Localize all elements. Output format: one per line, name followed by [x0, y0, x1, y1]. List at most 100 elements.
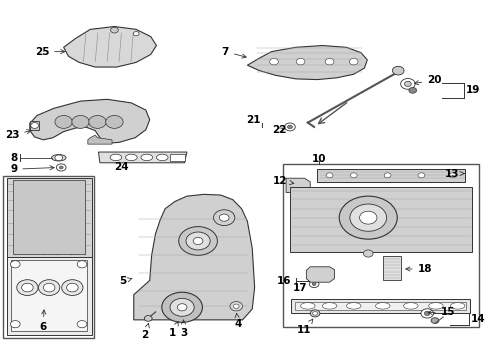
Polygon shape: [11, 260, 87, 331]
Text: 1: 1: [168, 321, 178, 338]
Circle shape: [233, 304, 239, 309]
Circle shape: [56, 164, 66, 171]
Circle shape: [309, 310, 319, 317]
Circle shape: [17, 280, 38, 296]
Circle shape: [417, 173, 424, 178]
Text: 17: 17: [293, 283, 307, 293]
Ellipse shape: [346, 303, 360, 309]
Circle shape: [170, 298, 194, 316]
Text: 16: 16: [276, 276, 290, 286]
Circle shape: [363, 250, 372, 257]
Text: 20: 20: [414, 75, 441, 85]
Ellipse shape: [110, 154, 122, 161]
Circle shape: [144, 316, 152, 321]
Text: 18: 18: [405, 264, 431, 274]
Circle shape: [384, 173, 390, 178]
Ellipse shape: [125, 154, 137, 161]
Circle shape: [325, 58, 333, 65]
Polygon shape: [6, 257, 92, 335]
Text: 5: 5: [119, 276, 132, 286]
Text: 11: 11: [297, 319, 312, 335]
Ellipse shape: [141, 154, 152, 161]
Circle shape: [55, 155, 62, 161]
Polygon shape: [6, 178, 92, 257]
Ellipse shape: [428, 303, 442, 309]
Text: 13: 13: [444, 168, 464, 179]
Circle shape: [177, 304, 186, 311]
Circle shape: [219, 214, 228, 221]
Circle shape: [287, 125, 292, 129]
Circle shape: [325, 173, 332, 178]
Text: 4: 4: [234, 313, 241, 329]
Polygon shape: [88, 135, 112, 144]
Ellipse shape: [51, 154, 66, 161]
Circle shape: [424, 311, 429, 316]
Text: 6: 6: [39, 310, 46, 332]
Circle shape: [269, 58, 278, 65]
Ellipse shape: [403, 303, 417, 309]
Text: 23: 23: [5, 130, 31, 140]
Bar: [382, 256, 400, 280]
Ellipse shape: [300, 303, 314, 309]
Text: 25: 25: [35, 46, 64, 57]
Text: 3: 3: [180, 320, 187, 338]
Circle shape: [39, 280, 60, 296]
Circle shape: [10, 261, 20, 268]
Circle shape: [89, 116, 106, 129]
Polygon shape: [30, 99, 149, 143]
Circle shape: [408, 87, 416, 93]
Polygon shape: [98, 152, 186, 163]
Polygon shape: [13, 180, 85, 253]
Text: 14: 14: [470, 314, 485, 324]
Ellipse shape: [156, 154, 168, 161]
Polygon shape: [30, 121, 40, 130]
Polygon shape: [285, 178, 309, 193]
Circle shape: [213, 210, 234, 226]
Circle shape: [162, 292, 202, 322]
Polygon shape: [290, 299, 469, 313]
Circle shape: [284, 123, 295, 131]
Polygon shape: [289, 187, 471, 252]
Circle shape: [400, 78, 414, 89]
Text: 24: 24: [114, 162, 129, 172]
Text: 12: 12: [272, 176, 293, 186]
Ellipse shape: [375, 303, 389, 309]
Circle shape: [349, 204, 386, 231]
Circle shape: [10, 320, 20, 328]
Circle shape: [77, 261, 87, 268]
Text: 22: 22: [272, 125, 286, 135]
Polygon shape: [63, 27, 156, 67]
Circle shape: [296, 58, 305, 65]
Circle shape: [31, 123, 39, 129]
Circle shape: [110, 27, 118, 33]
Circle shape: [404, 81, 410, 86]
Circle shape: [21, 283, 33, 292]
Ellipse shape: [449, 303, 464, 309]
Circle shape: [193, 237, 203, 244]
Circle shape: [308, 280, 318, 288]
Circle shape: [420, 309, 433, 318]
Text: 15: 15: [427, 307, 454, 317]
Bar: [3, 176, 94, 338]
Circle shape: [105, 116, 123, 129]
Bar: [282, 164, 478, 327]
Circle shape: [61, 280, 83, 296]
Circle shape: [43, 283, 55, 292]
Circle shape: [59, 166, 63, 169]
Text: 10: 10: [311, 154, 325, 164]
Circle shape: [55, 116, 72, 129]
Circle shape: [178, 226, 217, 255]
Polygon shape: [317, 169, 464, 182]
Text: 21: 21: [246, 115, 261, 125]
Polygon shape: [306, 267, 334, 282]
Circle shape: [77, 320, 87, 328]
Polygon shape: [294, 302, 465, 310]
Text: 2: 2: [141, 323, 149, 340]
Circle shape: [133, 32, 139, 36]
Text: 7: 7: [221, 46, 245, 58]
Text: 8: 8: [10, 153, 17, 163]
Polygon shape: [134, 194, 254, 320]
Circle shape: [392, 66, 403, 75]
Circle shape: [311, 283, 315, 285]
Text: 19: 19: [465, 85, 479, 95]
